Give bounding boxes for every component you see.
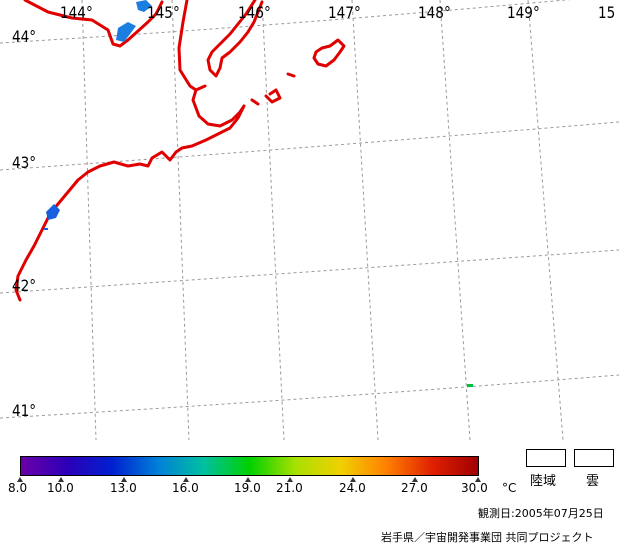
cold-water-patch-coast (46, 204, 60, 220)
coastline-iturup (312, 38, 346, 68)
lat-lon-grid (0, 0, 619, 440)
scale-tick (475, 477, 481, 482)
longitude-line-149 (527, 0, 564, 440)
longitude-label-148: 148° (418, 3, 451, 22)
latitude-label-44: 44° (12, 27, 37, 46)
land-legend-label: 陸域 (530, 474, 557, 489)
cold-water-patch-north-2 (136, 0, 152, 12)
longitude-line-148 (439, 0, 471, 440)
coastline (14, 0, 346, 302)
coastline-shiretoko (177, 0, 207, 92)
coastline-kunashiri (206, 0, 264, 78)
longitude-label-146: 146° (238, 3, 271, 22)
scale-tick (245, 477, 251, 482)
temperature-color-scale (20, 456, 479, 476)
cloud-legend-label: 雲 (586, 474, 600, 489)
scale-tick (287, 477, 293, 482)
cloud-legend-swatch (574, 449, 614, 467)
observation-date: 観測日:2005年07月25日 (478, 507, 604, 520)
coastline-habomai (250, 72, 296, 106)
scale-label: 16.0 (172, 481, 199, 495)
longitude-label-145: 145° (147, 3, 180, 22)
scale-label: 8.0 (8, 481, 28, 495)
longitude-label-150: 15 (598, 3, 616, 22)
scale-label: 30.0 (461, 481, 488, 495)
latitude-line-44 (0, 0, 571, 44)
longitude-line-147 (351, 0, 379, 440)
longitude-label-147: 147° (328, 3, 361, 22)
cold-water-pixel (44, 228, 48, 230)
scale-tick (350, 477, 356, 482)
longitude-line-145 (171, 0, 190, 440)
scale-tick (17, 477, 23, 482)
scale-label: 10.0 (47, 481, 74, 495)
sea-surface-temperature-map (0, 0, 619, 440)
scale-tick (183, 477, 189, 482)
land-legend-swatch (526, 449, 566, 467)
longitude-label-149: 149° (507, 3, 540, 22)
credit-line: 岩手県／宇宙開発事業団 共同プロジェクト (381, 531, 594, 544)
scale-label: 27.0 (401, 481, 428, 495)
cold-water-patch-north (116, 22, 136, 42)
warm-water-pixel (467, 384, 473, 387)
longitude-line-146 (261, 0, 285, 440)
longitude-line-144 (81, 0, 97, 440)
latitude-line-43 (0, 121, 619, 171)
coastline-north (23, 0, 164, 48)
latitude-label-41: 41° (12, 401, 37, 420)
longitude-label-144: 144° (60, 3, 93, 22)
coastline-main (14, 88, 246, 302)
scale-label: 21.0 (276, 481, 303, 495)
temperature-unit: °C (502, 481, 517, 495)
latitude-label-42: 42° (12, 276, 37, 295)
latitude-label-43: 43° (12, 153, 37, 172)
sst-pixels (44, 0, 473, 387)
scale-label: 24.0 (339, 481, 366, 495)
scale-label: 13.0 (110, 481, 137, 495)
scale-tick (412, 477, 418, 482)
scale-tick (121, 477, 127, 482)
latitude-line-41 (0, 374, 619, 419)
scale-label: 19.0 (234, 481, 261, 495)
scale-tick (58, 477, 64, 482)
latitude-line-42 (0, 249, 619, 294)
